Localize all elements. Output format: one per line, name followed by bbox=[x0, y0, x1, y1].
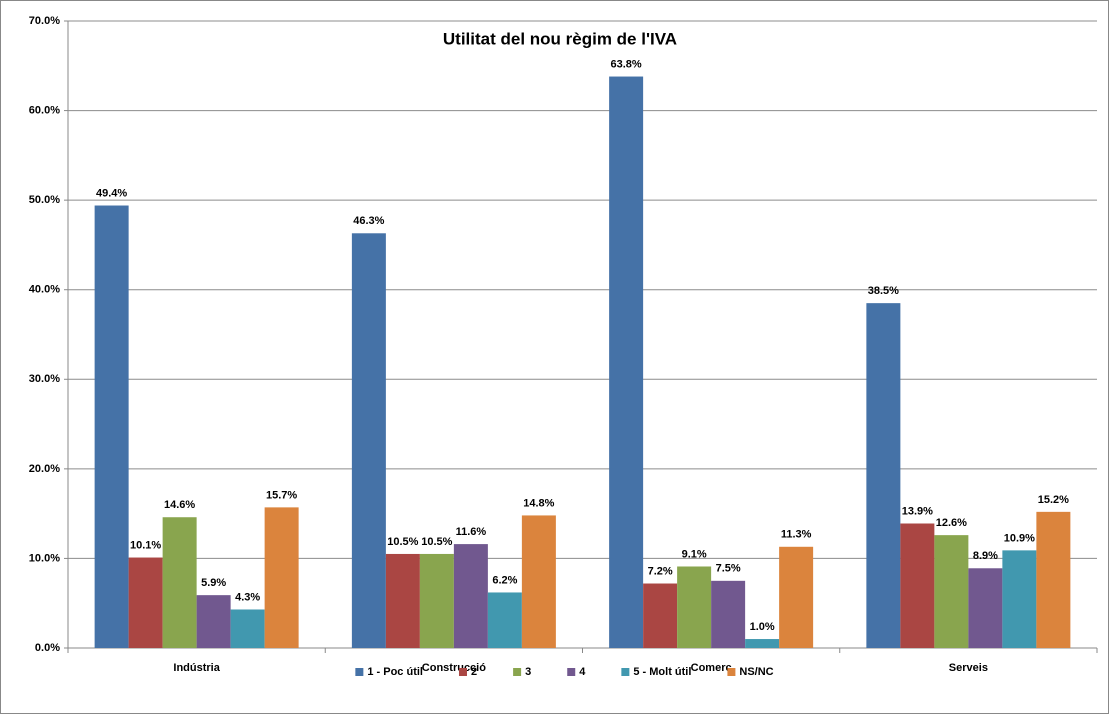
bar bbox=[162, 517, 197, 648]
data-label: 10.5% bbox=[387, 536, 418, 548]
bar bbox=[779, 546, 814, 648]
data-label: 4.3% bbox=[235, 591, 260, 603]
bar bbox=[866, 303, 901, 648]
y-tick-label: 50.0% bbox=[29, 194, 60, 206]
data-label: 63.8% bbox=[611, 58, 642, 70]
bar bbox=[643, 583, 678, 648]
data-label: 11.6% bbox=[456, 526, 487, 538]
bar bbox=[351, 233, 386, 648]
data-label: 8.9% bbox=[973, 550, 998, 562]
legend-label: 3 bbox=[525, 666, 531, 678]
y-tick-label: 20.0% bbox=[29, 463, 60, 475]
bar bbox=[94, 205, 129, 648]
data-label: 10.1% bbox=[130, 539, 161, 551]
legend-swatch bbox=[727, 668, 736, 676]
y-tick-label: 60.0% bbox=[29, 104, 60, 116]
data-label: 14.8% bbox=[523, 497, 554, 509]
y-tick-label: 10.0% bbox=[29, 552, 60, 564]
bar bbox=[745, 639, 780, 648]
legend-swatch bbox=[458, 668, 467, 676]
legend-swatch bbox=[513, 668, 522, 676]
legend-label: NS/NC bbox=[739, 666, 773, 678]
data-label: 7.2% bbox=[648, 565, 673, 577]
bar bbox=[1036, 511, 1071, 648]
bar bbox=[230, 609, 265, 648]
legend-swatch bbox=[621, 668, 630, 676]
bar bbox=[487, 592, 522, 648]
y-tick-label: 70.0% bbox=[29, 15, 60, 27]
legend-label: 2 bbox=[471, 666, 477, 678]
x-tick-label: Serveis bbox=[949, 662, 988, 674]
bar bbox=[385, 553, 420, 648]
legend-label: 1 - Poc útil bbox=[367, 666, 423, 678]
data-label: 9.1% bbox=[682, 548, 707, 560]
x-tick-label: Comerç bbox=[691, 662, 732, 674]
legend-swatch bbox=[355, 668, 364, 676]
bar bbox=[677, 566, 712, 648]
bar bbox=[128, 557, 163, 648]
data-label: 11.3% bbox=[781, 529, 812, 541]
data-label: 10.9% bbox=[1004, 532, 1035, 544]
bar bbox=[934, 535, 969, 648]
legend-swatch bbox=[567, 668, 576, 676]
legend-label: 5 - Molt útil bbox=[633, 666, 691, 678]
data-label: 15.2% bbox=[1038, 494, 1069, 506]
y-tick-label: 0.0% bbox=[35, 642, 60, 654]
data-label: 46.3% bbox=[353, 215, 384, 227]
chart-title: Utilitat del nou règim de l'IVA bbox=[443, 29, 677, 48]
data-label: 15.7% bbox=[266, 489, 297, 501]
data-label: 38.5% bbox=[868, 285, 899, 297]
data-label: 5.9% bbox=[201, 577, 226, 589]
bar bbox=[453, 544, 488, 648]
data-label: 10.5% bbox=[421, 536, 452, 548]
y-tick-label: 40.0% bbox=[29, 284, 60, 296]
bar bbox=[609, 76, 644, 648]
bar bbox=[1002, 550, 1037, 648]
bar bbox=[900, 523, 935, 648]
data-label: 49.4% bbox=[96, 187, 127, 199]
data-label: 13.9% bbox=[902, 505, 933, 517]
bar bbox=[196, 595, 231, 648]
data-label: 12.6% bbox=[936, 517, 967, 529]
bar bbox=[711, 580, 746, 648]
data-label: 14.6% bbox=[164, 499, 195, 511]
bar bbox=[521, 515, 556, 648]
bar bbox=[419, 553, 454, 648]
bar bbox=[968, 568, 1003, 648]
data-label: 1.0% bbox=[750, 621, 775, 633]
data-label: 6.2% bbox=[492, 574, 517, 586]
x-tick-label: Construcció bbox=[422, 662, 486, 674]
data-label: 7.5% bbox=[716, 563, 741, 575]
legend-label: 4 bbox=[579, 666, 586, 678]
x-tick-label: Indústria bbox=[173, 662, 220, 674]
y-tick-label: 30.0% bbox=[29, 373, 60, 385]
bar bbox=[264, 507, 299, 648]
